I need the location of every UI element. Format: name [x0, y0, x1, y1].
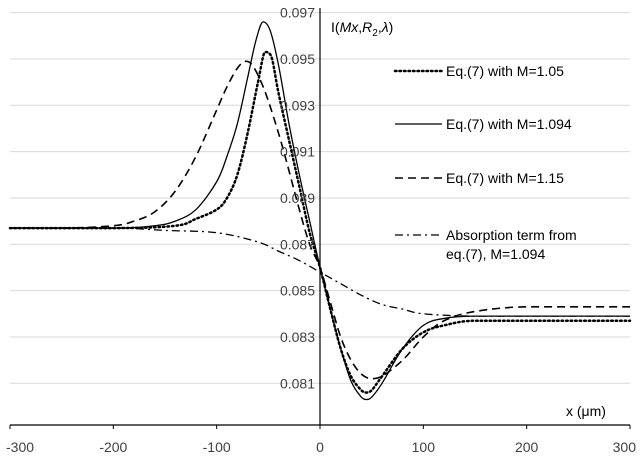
- series-m105-line: [8, 50, 632, 394]
- tick-labels: 0.081 0.083 0.085 0.087 0.089 0.091 0.093 0.095…: [6, 5, 636, 455]
- x-tick-label: 100: [412, 439, 436, 455]
- x-axis-title: x (μm): [566, 403, 606, 419]
- legend-label-m1094: Eq.(7) with M=1.094: [446, 116, 572, 132]
- y-tick-label: 0.083: [280, 329, 315, 345]
- x-tick-label: 200: [515, 439, 539, 455]
- y-tick-label: 0.085: [280, 283, 315, 299]
- legend-label-m115: Eq.(7) with M=1.15: [446, 170, 564, 186]
- y-tick-label: 0.089: [280, 190, 315, 206]
- axes: [9, 8, 631, 429]
- x-tick-label: -200: [99, 439, 127, 455]
- y-tick-label: 0.095: [280, 51, 315, 67]
- x-tick-label: 0: [316, 439, 324, 455]
- y-tick-label: 0.087: [280, 236, 315, 252]
- series-absorption-line: [10, 227, 630, 317]
- plot-area: [8, 21, 632, 401]
- legend: Eq.(7) with M=1.05 Eq.(7) with M=1.094 E…: [393, 63, 577, 262]
- series-m115-line: [10, 60, 630, 380]
- series-m1094-line: [10, 21, 630, 401]
- y-tick-label: 0.093: [280, 97, 315, 113]
- y-axis-title: I(Mx,R2,λ): [331, 19, 393, 39]
- legend-label-absorption-line1: Absorption term from: [446, 227, 577, 243]
- legend-label-m105: Eq.(7) with M=1.05: [446, 63, 564, 79]
- x-tick-label: 300: [613, 439, 637, 455]
- legend-label-absorption-line2: eq.(7), M=1.094: [446, 246, 545, 262]
- y-tick-label: 0.091: [280, 144, 315, 160]
- y-tick-label: 0.081: [280, 375, 315, 391]
- y-tick-label: 0.097: [280, 5, 315, 21]
- x-tick-label: -300: [6, 439, 34, 455]
- x-tick-label: -100: [203, 439, 231, 455]
